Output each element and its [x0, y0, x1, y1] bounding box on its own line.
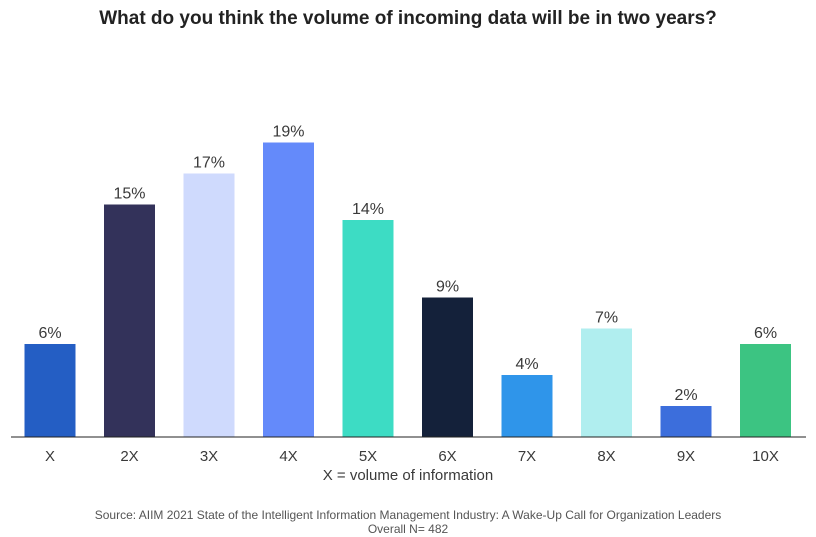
bar-value-label-7x: 4% — [515, 356, 538, 373]
bar-x — [24, 344, 76, 437]
x-tick-label-x: X — [45, 448, 55, 465]
bar-value-label-5x: 14% — [352, 201, 384, 218]
bar-5x — [342, 220, 394, 437]
x-tick-label-5x: 5X — [359, 448, 377, 465]
bar-value-label-8x: 7% — [595, 310, 618, 327]
x-axis-title: X = volume of information — [322, 467, 494, 484]
bar-7x — [501, 375, 553, 437]
bar-value-label-2x: 15% — [113, 186, 145, 203]
bar-value-label-10x: 6% — [754, 325, 777, 342]
x-tick-label-10x: 10X — [752, 448, 779, 465]
x-tick-label-7x: 7X — [518, 448, 536, 465]
bar-4x — [263, 142, 314, 437]
x-tick-label-4x: 4X — [279, 448, 297, 465]
bar-6x — [422, 297, 473, 437]
tick-labels-group: X 2X 3X 4X 5X 6X 7X 8X 9X 10X — [45, 448, 779, 465]
bar-labels-group: 6% 15% 17% 19% 14% 9% 4% 7% 2% 6% — [38, 124, 777, 405]
x-tick-label-3x: 3X — [200, 448, 218, 465]
bar-9x — [660, 406, 712, 437]
bar-10x — [740, 344, 791, 437]
x-tick-label-6x: 6X — [438, 448, 456, 465]
x-tick-label-9x: 9X — [677, 448, 695, 465]
x-tick-label-8x: 8X — [597, 448, 615, 465]
bars-group — [24, 142, 791, 437]
bar-8x — [581, 328, 632, 437]
source-note: Source: AIIM 2021 State of the Intellige… — [94, 508, 722, 522]
chart-title: What do you think the volume of incoming… — [99, 8, 717, 29]
bar-value-label-9x: 2% — [674, 387, 697, 404]
sample-size-note: Overall N= 482 — [367, 522, 449, 536]
x-tick-label-2x: 2X — [120, 448, 138, 465]
bar-value-label-6x: 9% — [436, 279, 459, 296]
bar-value-label-3x: 17% — [193, 155, 225, 172]
bar-2x — [104, 204, 155, 437]
bar-3x — [183, 173, 235, 437]
bar-value-label-x: 6% — [38, 325, 61, 342]
bar-value-label-4x: 19% — [272, 124, 304, 141]
